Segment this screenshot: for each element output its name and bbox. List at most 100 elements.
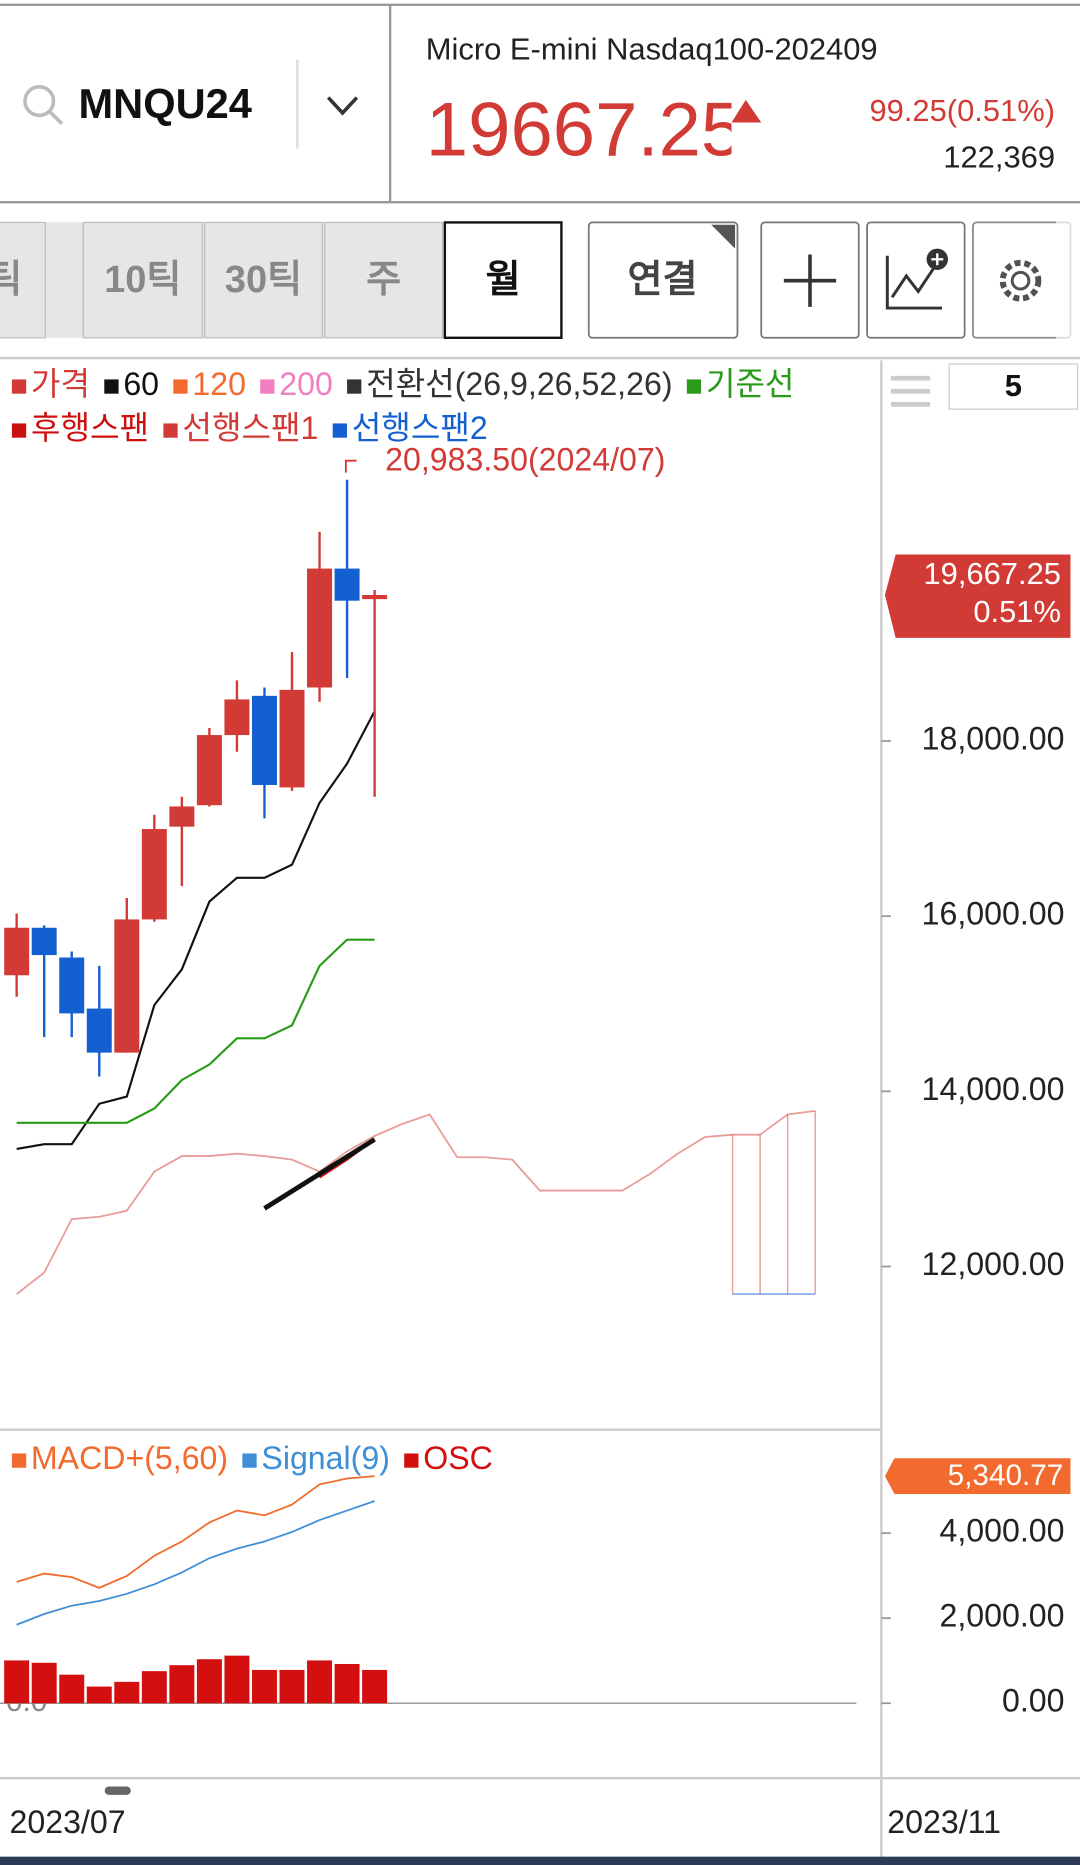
bottom-bar bbox=[0, 1856, 1080, 1865]
legend-item: Signal(9) bbox=[242, 1440, 390, 1476]
legend-swatch bbox=[686, 379, 702, 394]
period-tabs: 틱 10틱 30틱 주 월 bbox=[0, 221, 563, 339]
tab[interactable]: 월 bbox=[443, 221, 563, 339]
symbol: MNQU24 bbox=[79, 80, 252, 127]
y-tick-label: 14,000.00 bbox=[922, 1071, 1065, 1107]
y-tick-label: 18,000.00 bbox=[922, 721, 1065, 757]
trend-line bbox=[263, 1137, 376, 1211]
up-arrow bbox=[731, 99, 762, 123]
legend-item: 120 bbox=[173, 366, 246, 402]
crosshair-button[interactable] bbox=[760, 221, 860, 339]
tab-frame bbox=[0, 221, 46, 339]
chart-icon bbox=[890, 265, 937, 299]
last-price: 19667.25 bbox=[426, 88, 743, 173]
legend-label: 200 bbox=[279, 366, 333, 402]
y-tick-label: 4,000.00 bbox=[940, 1513, 1065, 1549]
osc-bar bbox=[251, 1669, 277, 1704]
osc-bar bbox=[59, 1674, 85, 1704]
legend-swatch bbox=[11, 423, 27, 438]
osc-bar bbox=[141, 1671, 167, 1704]
series-line bbox=[16, 1500, 375, 1626]
y-tick-label: 2,000.00 bbox=[940, 1598, 1065, 1634]
osc-bar bbox=[307, 1660, 333, 1704]
search-icon-handle bbox=[48, 110, 64, 125]
count-value: 5 bbox=[1005, 368, 1022, 403]
tab-frame bbox=[203, 221, 323, 339]
osc-bar bbox=[362, 1669, 388, 1704]
legend-label: MACD+(5,60) bbox=[31, 1440, 228, 1476]
dropdown-chevron[interactable] bbox=[326, 96, 359, 116]
search-icon bbox=[23, 85, 56, 118]
tab-label: 틱 bbox=[0, 259, 22, 301]
legend-swatch bbox=[242, 1453, 257, 1468]
legend-label: OSC bbox=[423, 1440, 493, 1476]
legend: MACD+(5,60) Signal(9) OSC bbox=[11, 1440, 493, 1476]
legend-item: 선행스팬2 bbox=[332, 410, 488, 446]
legend-label: Signal(9) bbox=[261, 1440, 390, 1476]
add-indicator-button[interactable] bbox=[866, 221, 966, 339]
tab-frame bbox=[443, 221, 563, 339]
tab[interactable]: 30틱 bbox=[203, 221, 323, 339]
candle-body bbox=[4, 927, 30, 976]
fade bbox=[1056, 214, 1080, 345]
candle-body bbox=[279, 689, 305, 788]
legend-item: OSC bbox=[404, 1440, 493, 1476]
legend-swatch bbox=[104, 379, 119, 394]
tab[interactable]: 주 bbox=[324, 221, 444, 339]
button-frame bbox=[587, 221, 739, 339]
settings-button[interactable] bbox=[972, 221, 1072, 339]
price-tag bbox=[884, 554, 1071, 638]
series-line bbox=[16, 1475, 375, 1589]
legend-label: 120 bbox=[192, 366, 246, 402]
legend-swatch bbox=[404, 1453, 419, 1468]
menu-bar bbox=[890, 375, 931, 381]
search-box[interactable]: MNQU24 bbox=[23, 80, 252, 127]
count-frame bbox=[948, 363, 1079, 410]
legend-label: 선행스팬2 bbox=[352, 410, 488, 446]
cursor-date: 2023/11 bbox=[887, 1804, 1001, 1840]
volume: 122,369 bbox=[943, 140, 1055, 175]
y-tick-label: 12,000.00 bbox=[922, 1246, 1065, 1282]
high-label: 20,983.50(2024/07) bbox=[385, 441, 665, 477]
candle-body bbox=[86, 1008, 112, 1053]
series-line bbox=[16, 938, 375, 1124]
legend-item: 기준선 bbox=[686, 366, 795, 402]
instrument-name: Micro E-mini Nasdaq100-202409 bbox=[426, 31, 878, 66]
candle-body bbox=[362, 594, 388, 600]
legend-label: 기준선 bbox=[706, 366, 795, 402]
tab-label: 월 bbox=[486, 259, 521, 301]
legend-swatch bbox=[11, 379, 27, 394]
osc-bar bbox=[224, 1655, 250, 1704]
connect-button[interactable]: 연결 bbox=[587, 221, 739, 339]
tab-label: 10틱 bbox=[104, 259, 181, 301]
price-tag-value: 19,667.25 bbox=[923, 556, 1061, 591]
osc-bar bbox=[169, 1665, 195, 1704]
candle-body bbox=[141, 829, 167, 920]
legend-swatch bbox=[347, 379, 362, 394]
high-marker bbox=[344, 459, 357, 473]
legend-item: 가격 bbox=[11, 366, 90, 402]
tab-frame bbox=[324, 221, 444, 339]
legend-label: 60 bbox=[123, 366, 159, 402]
y-tick-label: 0.00 bbox=[1002, 1683, 1065, 1719]
menu-bar bbox=[890, 388, 931, 394]
connect-label: 연결 bbox=[628, 259, 698, 301]
tab[interactable]: 틱 bbox=[0, 221, 46, 339]
osc-bar bbox=[31, 1662, 57, 1704]
count-box[interactable]: 5 bbox=[948, 363, 1079, 410]
chart-icon bbox=[885, 255, 943, 310]
legend-swatch bbox=[332, 423, 347, 438]
candle-body bbox=[31, 927, 57, 956]
tab[interactable]: 10틱 bbox=[82, 221, 203, 339]
gear-icon bbox=[999, 259, 1042, 302]
candle-body bbox=[251, 695, 277, 785]
value-tag bbox=[884, 1458, 1071, 1494]
legend-swatch bbox=[11, 1453, 27, 1468]
menu-icon[interactable] bbox=[890, 375, 931, 407]
price-change: 99.25(0.51%) bbox=[869, 93, 1055, 128]
value-tag-label: 5,340.77 bbox=[948, 1459, 1064, 1492]
scroll-handle[interactable] bbox=[104, 1786, 131, 1795]
legend-swatch bbox=[163, 423, 178, 438]
